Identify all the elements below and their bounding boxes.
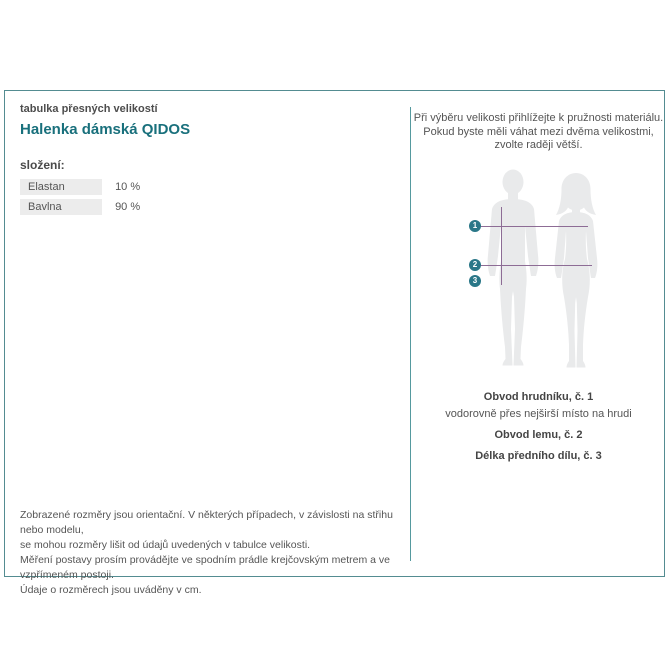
measure-point-badge-2: 2: [469, 259, 481, 271]
size-chart-panel: tabulka přesných velikostí Halenka dámsk…: [4, 90, 666, 596]
product-title: Halenka dámská QIDOS: [20, 121, 191, 138]
hem-measure-line: [479, 265, 592, 266]
chart-subtitle: tabulka přesných velikostí: [20, 103, 158, 115]
composition-row: Elastan 10 %: [20, 179, 140, 195]
advice-line: Pokud byste měli váhat mezi dvěma veliko…: [423, 125, 654, 138]
vertical-divider: [410, 107, 411, 561]
size-advice-text: Při výběru velikosti přihlížejte k pružn…: [411, 112, 666, 153]
material-name: Bavlna: [20, 199, 102, 215]
note-line: se mohou rozměry lišit od údajů uvedenýc…: [20, 539, 311, 551]
chest-measure-line: [479, 226, 588, 227]
note-line: Údaje o rozměrech jsou uváděny v cm.: [20, 584, 202, 596]
measurement-guide: Při výběru velikosti přihlížejte k pružn…: [411, 91, 666, 576]
measurement-label-2: Obvod lemu, č. 2: [494, 429, 583, 441]
female-silhouette-icon: [548, 171, 604, 374]
measurement-label-3: Délka předního dílu, č. 3: [475, 450, 602, 462]
measure-point-badge-3: 3: [469, 275, 481, 287]
measurement-label-1: Obvod hrudníku, č. 1: [483, 391, 594, 403]
measurement-description-1: vodorovně přes nejširší místo na hrudi: [445, 408, 632, 420]
male-silhouette-icon: [482, 169, 544, 374]
front-length-line: [501, 207, 502, 285]
material-percentage: 10 %: [115, 181, 141, 193]
note-line: Měření postavy prosím provádějte ve spod…: [20, 554, 390, 581]
material-name: Elastan: [20, 179, 102, 195]
material-percentage: 90 %: [115, 201, 141, 213]
advice-line: zvolte raději větší.: [494, 139, 583, 151]
note-line: Zobrazené rozměry jsou orientační. V něk…: [20, 509, 393, 536]
disclaimer-notes: Zobrazené rozměry jsou orientační. V něk…: [20, 508, 405, 598]
body-measurement-diagram: 1 2 3: [411, 167, 666, 373]
advice-line: Při výběru velikosti přihlížejte k pružn…: [413, 112, 664, 124]
composition-heading: složení:: [20, 158, 65, 172]
composition-row: Bavlna 90 %: [20, 199, 140, 215]
measure-point-badge-1: 1: [469, 220, 481, 232]
